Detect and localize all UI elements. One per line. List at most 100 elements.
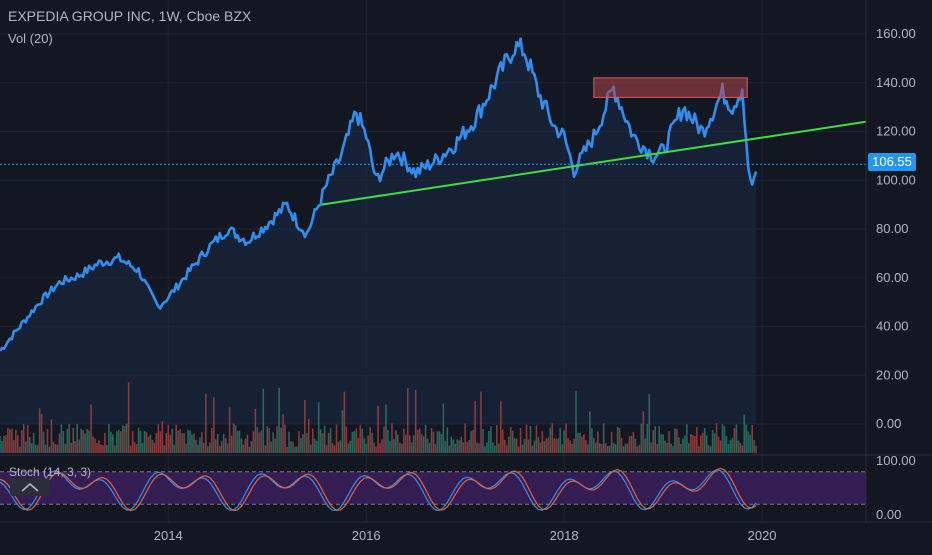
volume-bar: [274, 438, 276, 453]
volume-bar: [749, 434, 752, 453]
volume-bar: [692, 435, 694, 453]
volume-bar: [56, 444, 59, 453]
volume-bar: [395, 430, 397, 453]
price-tick-label: 60.00: [876, 270, 909, 285]
volume-bar: [197, 444, 199, 453]
volume-bar: [567, 438, 569, 453]
volume-bar: [422, 436, 425, 453]
volume-bar: [292, 441, 294, 453]
volume-bar: [581, 436, 583, 453]
volume-label[interactable]: Vol (20): [8, 31, 53, 46]
volume-bar: [517, 446, 520, 453]
symbol-title[interactable]: EXPEDIA GROUP INC, 1W, Cboe BZX: [8, 8, 252, 24]
volume-bar: [143, 430, 146, 453]
volume-bar: [129, 445, 132, 453]
volume-bar: [565, 423, 567, 453]
price-tick-label: 120.00: [876, 124, 916, 139]
volume-bar: [676, 428, 678, 453]
volume-bar: [462, 442, 464, 453]
volume-bar: [183, 433, 185, 453]
volume-bar: [697, 446, 700, 453]
volume-bar: [587, 444, 589, 453]
volume-bar: [9, 429, 11, 453]
volume-bar: [216, 433, 219, 453]
price-tick-label: 100.00: [876, 172, 916, 187]
volume-bar: [40, 414, 43, 453]
volume-bar: [42, 431, 45, 453]
stoch-tick-label: 0.00: [876, 507, 901, 522]
volume-bar: [62, 431, 65, 453]
volume-bar: [294, 446, 296, 453]
volume-bar: [743, 414, 746, 453]
volume-bar: [377, 405, 379, 453]
volume-bar: [705, 435, 708, 453]
volume-bar: [535, 425, 538, 453]
volume-bar: [682, 438, 684, 453]
volume-bar: [634, 438, 637, 453]
volume-bar: [717, 436, 720, 453]
volume-bar: [38, 408, 41, 453]
volume-bar: [266, 426, 269, 453]
volume-bar: [602, 423, 605, 453]
volume-bar: [139, 430, 142, 453]
volume-bar: [351, 431, 354, 453]
volume-bar: [511, 430, 514, 453]
stoch-label[interactable]: Stoch (14, 3, 3): [9, 465, 92, 479]
volume-bar: [268, 428, 271, 453]
volume-bar: [234, 425, 237, 453]
volume-bar: [145, 432, 148, 453]
volume-bar: [478, 443, 480, 453]
volume-bar: [466, 441, 468, 453]
volume-bar: [46, 429, 49, 453]
volume-bar: [252, 431, 255, 453]
volume-bar: [498, 443, 500, 453]
collapse-icon[interactable]: [10, 478, 50, 496]
volume-bar: [290, 441, 292, 453]
volume-bar: [721, 424, 724, 453]
volume-bar: [642, 411, 645, 453]
volume-bar: [214, 439, 217, 453]
volume-bar: [505, 445, 508, 453]
volume-bar: [488, 431, 490, 453]
support-trendline[interactable]: [321, 120, 867, 206]
volume-bar: [731, 438, 734, 453]
volume-bar: [715, 423, 718, 453]
volume-bar: [658, 426, 660, 453]
volume-bar: [171, 428, 174, 453]
volume-bar: [44, 444, 47, 453]
volume-bar: [529, 425, 532, 453]
volume-bar: [30, 442, 33, 453]
volume-bar: [507, 436, 510, 453]
volume-bar: [389, 441, 391, 453]
volume-bar: [733, 428, 736, 453]
volume-bar: [80, 428, 82, 453]
volume-bar: [179, 428, 181, 453]
price-line[interactable]: [0, 37, 758, 352]
volume-bar: [226, 443, 229, 453]
volume-bar: [399, 442, 401, 453]
volume-bar: [224, 438, 227, 453]
volume-bar: [741, 445, 744, 453]
volume-bar: [349, 440, 352, 453]
volume-bar: [753, 439, 755, 453]
volume-bar: [209, 442, 211, 453]
volume-bar: [644, 438, 647, 453]
stoch-tick-label: 100.00: [876, 453, 916, 468]
volume-bar: [3, 435, 5, 453]
resistance-zone[interactable]: [593, 77, 748, 98]
chevron-up-icon[interactable]: [21, 482, 39, 492]
volume-bar: [353, 431, 356, 453]
volume-bar: [218, 445, 221, 453]
volume-bar: [159, 431, 162, 453]
volume-bar: [84, 433, 86, 453]
volume-bar: [24, 441, 27, 453]
volume-bar: [551, 423, 554, 453]
volume-bar: [228, 407, 231, 453]
volume-bar: [387, 430, 389, 453]
volume-bar: [254, 408, 257, 453]
volume-bar: [155, 432, 158, 453]
volume-bar: [397, 434, 399, 453]
volume-bar: [363, 438, 366, 453]
